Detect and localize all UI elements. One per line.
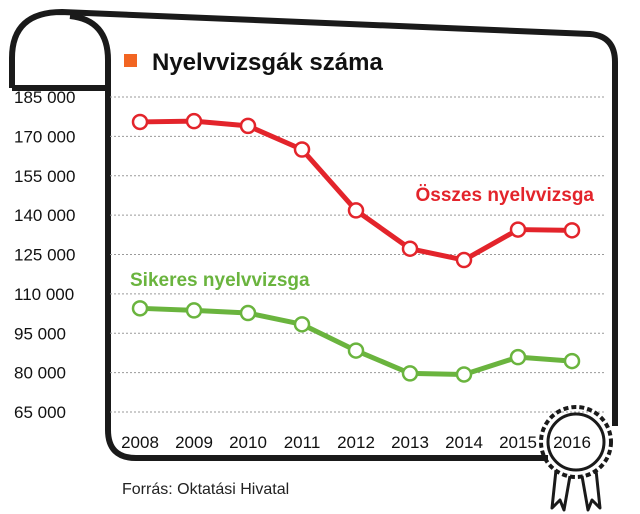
data-point <box>563 222 581 239</box>
rosette-ribbon <box>550 469 602 512</box>
data-point <box>293 141 311 158</box>
y-tick-label: 65 000 <box>14 403 66 422</box>
series-2 <box>131 300 581 383</box>
data-point <box>401 365 419 382</box>
y-tick-label: 140 000 <box>14 206 75 225</box>
grid-lines <box>110 96 605 413</box>
x-tick-label: 2016 <box>553 433 591 452</box>
x-tick-label: 2015 <box>499 433 537 452</box>
y-tick-label: 185 000 <box>14 88 75 107</box>
data-point <box>185 112 203 130</box>
series-line <box>137 305 575 377</box>
series-label-successful: Sikeres nyelvvizsga <box>130 270 310 291</box>
scroll-frame-outline <box>9 9 618 426</box>
x-tick-label: 2011 <box>284 433 321 452</box>
data-point <box>131 113 149 131</box>
y-tick-label: 155 000 <box>14 167 75 186</box>
rosette-ring <box>546 412 606 472</box>
data-point <box>347 342 365 359</box>
chart-title: Nyelvvizsgák száma <box>152 49 383 76</box>
scroll-curl <box>12 13 111 91</box>
data-point <box>185 302 203 319</box>
rosette-outer-ring <box>539 405 613 479</box>
title-square-icon <box>124 54 137 67</box>
data-point <box>347 202 365 219</box>
y-tick-label: 125 000 <box>14 246 75 265</box>
y-tick-label: 95 000 <box>14 324 66 343</box>
x-tick-label: 2014 <box>445 433 483 452</box>
y-axis-tick-labels: 185 000 170 000 155 000 140 000 125 000 110 0… <box>14 88 75 422</box>
frame-bottom-edge <box>105 429 548 461</box>
data-point <box>239 304 257 322</box>
x-tick-label: 2013 <box>391 433 429 452</box>
scroll-frame <box>9 9 618 461</box>
data-point <box>455 251 473 269</box>
series-1 <box>131 112 581 269</box>
y-tick-label: 110 000 <box>14 285 74 304</box>
x-axis-tick-labels: 2008 2009 2010 2011 2012 2013 2014 2015 2016 <box>121 433 591 452</box>
x-tick-label: 2008 <box>121 433 159 452</box>
x-tick-label: 2012 <box>337 433 375 452</box>
y-tick-label: 80 000 <box>14 364 66 383</box>
series-layer <box>131 112 581 383</box>
data-point <box>401 240 419 257</box>
data-point <box>563 352 581 370</box>
data-point <box>509 221 527 238</box>
award-rosette-icon <box>539 405 613 512</box>
y-tick-label: 170 000 <box>14 127 75 146</box>
series-label-total: Összes nyelvvizsga <box>416 185 595 206</box>
x-tick-label: 2009 <box>175 433 213 452</box>
x-tick-label: 2010 <box>229 433 267 452</box>
data-point <box>293 316 311 333</box>
data-point <box>239 117 257 135</box>
data-point <box>509 348 527 366</box>
data-point <box>131 300 149 317</box>
source-note: Forrás: Oktatási Hivatal <box>122 481 290 498</box>
data-point <box>455 366 473 383</box>
